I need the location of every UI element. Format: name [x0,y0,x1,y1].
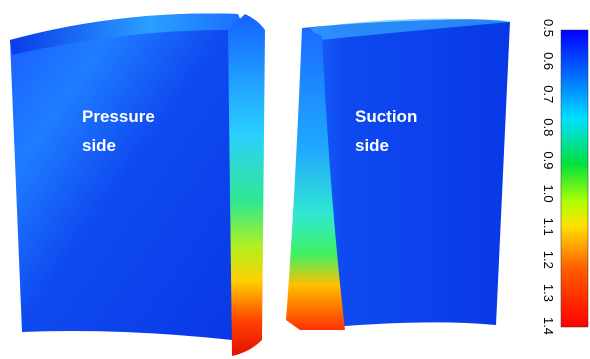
figure: Pressure side Suction side 0.50.60.70.80… [0,0,590,359]
colorbar-tick-label: 1.3 [541,284,556,302]
colorbar [561,30,588,327]
colorbar-tick-label: 1.1 [541,218,556,236]
pressure-blade [10,14,238,340]
pressure-leading-edge [228,14,265,356]
colorbar-tick-label: 0.5 [541,19,556,37]
colorbar-tick-label: 0.7 [541,85,556,103]
colorbar-tick-label: 0.6 [541,52,556,70]
label: side [355,136,389,155]
label: side [82,136,116,155]
colorbar-tick-label: 0.9 [541,151,556,169]
colorbar-tick-label: 1.4 [541,317,556,335]
label: Suction [355,107,417,126]
colorbar-tick-label: 1.2 [541,251,556,269]
colorbar-tick-label: 0.8 [541,118,556,136]
colorbar-tick-label: 1.0 [541,185,556,203]
label: Pressure [82,107,155,126]
colorbar-ticks: 0.5 0.6 0.7 0.8 0.9 1.0 1.1 1.2 1.3 1.4 [541,19,556,335]
